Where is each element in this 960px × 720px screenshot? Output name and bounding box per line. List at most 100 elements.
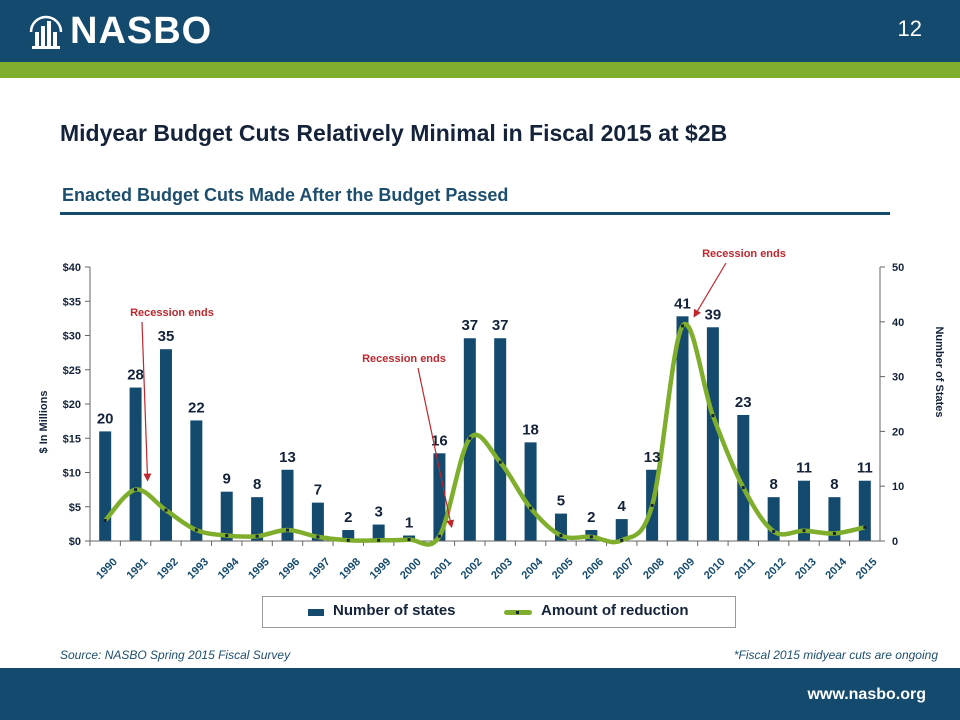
bar-2001 xyxy=(433,453,446,541)
recession-arrow xyxy=(693,262,727,318)
reduction-point-2000 xyxy=(407,538,411,542)
bar-value-label-2014: 8 xyxy=(830,476,838,493)
header-accent-stripe xyxy=(0,62,960,78)
reduction-point-2005 xyxy=(559,534,563,538)
x-tick-label: 2001 xyxy=(428,556,454,582)
bar-2014 xyxy=(828,497,841,541)
x-tick-label: 2009 xyxy=(671,556,697,582)
reduction-point-2004 xyxy=(529,506,533,510)
recession-arrow xyxy=(417,367,455,529)
bar-value-label-1992: 35 xyxy=(158,328,175,345)
bar-1999 xyxy=(372,524,385,541)
left-tick-label: $15 xyxy=(63,433,81,445)
right-axis-title: Number of States xyxy=(933,326,945,417)
bar-value-label-1995: 8 xyxy=(253,476,261,493)
bar-value-label-2005: 5 xyxy=(557,493,565,510)
x-tick-label: 1995 xyxy=(246,556,272,582)
reduction-point-2010 xyxy=(711,414,715,418)
website-link[interactable]: www.nasbo.org xyxy=(807,686,926,703)
nasbo-logo: NASBO xyxy=(28,8,212,54)
x-tick-label: 2010 xyxy=(702,556,728,582)
slide-number: 12 xyxy=(897,16,922,41)
bar-value-label-2009: 41 xyxy=(674,295,691,312)
reduction-point-2006 xyxy=(589,535,593,539)
left-tick-label: $30 xyxy=(63,331,81,343)
recession-annotation: Recession ends xyxy=(362,353,446,365)
left-tick-label: $0 xyxy=(69,536,81,548)
reduction-point-2007 xyxy=(620,538,624,542)
bar-value-label-2011: 23 xyxy=(735,394,752,411)
left-tick-label: $25 xyxy=(63,365,81,377)
reduction-point-1993 xyxy=(194,528,198,532)
x-tick-label: 2002 xyxy=(459,556,485,582)
right-tick-label: 50 xyxy=(892,262,904,274)
x-tick-label: 2005 xyxy=(550,556,576,582)
reduction-point-1997 xyxy=(316,535,320,539)
bar-1990 xyxy=(99,431,112,541)
right-tick-label: 20 xyxy=(892,426,904,438)
reduction-point-1998 xyxy=(346,538,350,542)
x-tick-label: 1994 xyxy=(216,555,242,581)
right-tick-label: 30 xyxy=(892,372,904,384)
bar-1996 xyxy=(281,469,294,541)
source-note: Source: NASBO Spring 2015 Fiscal Survey xyxy=(60,648,291,662)
bar-value-label-1998: 2 xyxy=(344,509,352,526)
bar-value-label-2015: 11 xyxy=(857,460,873,477)
bar-2009 xyxy=(676,316,689,541)
bar-1997 xyxy=(311,502,324,541)
bar-value-label-2004: 18 xyxy=(522,421,539,438)
reduction-point-1992 xyxy=(164,508,168,512)
left-tick-label: $35 xyxy=(63,296,81,308)
right-tick-label: 0 xyxy=(892,536,898,548)
chart-legend: Number of states Amount of reduction xyxy=(262,596,736,628)
x-tick-label: 2012 xyxy=(763,556,789,582)
reduction-point-1994 xyxy=(225,534,229,538)
bar-value-label-1996: 13 xyxy=(279,449,296,466)
recession-annotation: Recession ends xyxy=(702,248,786,260)
recession-arrow xyxy=(141,321,152,482)
x-tick-label: 1998 xyxy=(337,556,363,582)
x-tick-label: 2000 xyxy=(398,556,424,582)
reduction-point-2014 xyxy=(832,531,836,535)
bar-value-label-1991: 28 xyxy=(127,367,144,384)
left-tick-label: $40 xyxy=(63,262,81,274)
bar-value-label-1994: 9 xyxy=(223,471,231,488)
legend-swatch-marker xyxy=(516,611,519,614)
x-tick-label: 2013 xyxy=(793,556,819,582)
left-tick-label: $10 xyxy=(63,468,81,480)
legend-label-states: Number of states xyxy=(333,602,456,619)
reduction-point-2015 xyxy=(863,525,867,529)
reduction-point-1991 xyxy=(134,488,138,492)
legend-swatch-bar xyxy=(308,609,324,616)
x-tick-label: 1990 xyxy=(94,556,120,582)
bar-1993 xyxy=(190,420,203,541)
reduction-point-2011 xyxy=(741,486,745,490)
x-tick-label: 1992 xyxy=(155,556,181,582)
bar-1998 xyxy=(342,530,355,541)
bar-value-label-1999: 3 xyxy=(374,504,382,521)
bar-2007 xyxy=(615,519,628,541)
x-tick-label: 1991 xyxy=(125,556,151,582)
page-title: Midyear Budget Cuts Relatively Minimal i… xyxy=(60,120,728,146)
legend-label-reduction: Amount of reduction xyxy=(541,602,689,619)
recession-annotation: Recession ends xyxy=(130,307,214,319)
bar-value-label-2001: 16 xyxy=(431,432,448,449)
x-tick-label: 2011 xyxy=(732,556,757,581)
x-tick-label: 2004 xyxy=(520,555,546,581)
bar-value-label-1997: 7 xyxy=(314,482,322,499)
left-axis-title: $ In Millions xyxy=(38,391,50,454)
bar-value-label-2010: 39 xyxy=(705,306,722,323)
reduction-line xyxy=(103,321,866,547)
bar-1994 xyxy=(220,491,233,541)
reduction-point-1995 xyxy=(255,534,259,538)
x-tick-label: 2008 xyxy=(641,556,667,582)
bar-value-label-1990: 20 xyxy=(97,410,114,427)
reduction-point-1990 xyxy=(103,518,107,522)
right-tick-label: 40 xyxy=(892,317,904,329)
x-tick-label: 2014 xyxy=(823,555,849,581)
x-tick-label: 1999 xyxy=(368,556,394,582)
bar-value-label-2000: 1 xyxy=(405,515,413,532)
bar-2004 xyxy=(524,442,537,541)
left-tick-label: $5 xyxy=(69,502,81,514)
